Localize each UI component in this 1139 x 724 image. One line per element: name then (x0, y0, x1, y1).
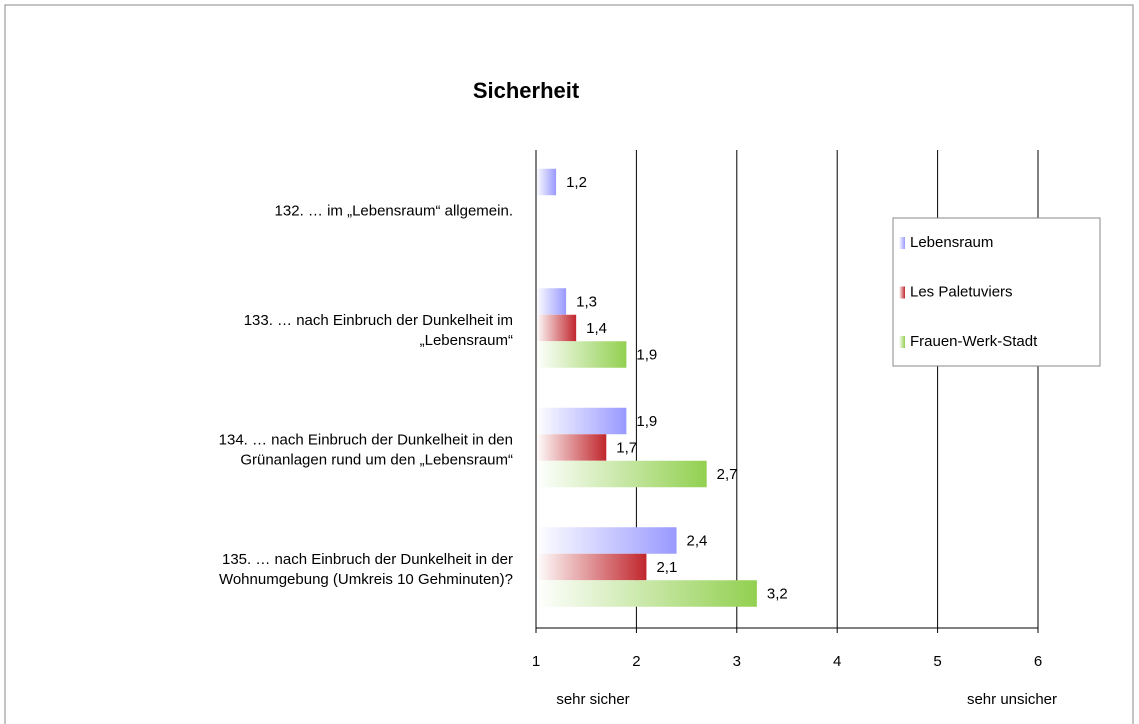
value-label: 1,7 (616, 439, 637, 456)
value-label: 3,2 (767, 585, 788, 602)
legend-label: Les Paletuviers (910, 283, 1013, 300)
x-tick-label: 1 (532, 653, 540, 670)
legend-swatch (899, 237, 905, 249)
bar (536, 168, 557, 196)
value-label: 2,4 (687, 532, 708, 549)
bar (536, 580, 757, 607)
bar (536, 314, 577, 342)
chart-title: Sicherheit (473, 78, 580, 103)
category-label: 132. … im „Lebensraum“ allgemein. (275, 203, 513, 220)
x-tick-label: 2 (632, 653, 640, 670)
bar (536, 527, 677, 554)
legend-box (892, 217, 1101, 367)
value-label: 1,4 (586, 320, 607, 337)
x-tick-label: 3 (733, 653, 741, 670)
category-label: Wohnumgebung (Umkreis 10 Gehminuten)? (219, 571, 513, 588)
frame (4, 4, 1134, 724)
value-label: 2,1 (656, 559, 677, 576)
bar (536, 288, 567, 315)
value-label: 2,7 (717, 466, 738, 483)
bar (536, 434, 607, 461)
value-label: 1,2 (566, 174, 587, 191)
category-label: Grünanlagen rund um den „Lebensraum“ (240, 452, 513, 469)
legend-label: Lebensraum (910, 234, 993, 251)
axis-annotation: sehr sicher (556, 691, 629, 708)
value-label: 1,3 (576, 293, 597, 310)
legend-label: Frauen-Werk-Stadt (910, 333, 1038, 350)
bar (536, 553, 647, 581)
legend-swatch (899, 286, 905, 299)
value-label: 1,9 (636, 413, 657, 430)
legend-swatch (899, 336, 905, 348)
category-label: „Lebensraum“ (420, 332, 513, 349)
x-tick-label: 4 (833, 653, 841, 670)
bar (536, 341, 627, 368)
category-label: 133. … nach Einbruch der Dunkelheit im (244, 312, 513, 329)
x-tick-label: 5 (933, 653, 941, 670)
category-label: 134. … nach Einbruch der Dunkelheit in d… (219, 432, 513, 449)
value-label: 1,9 (636, 346, 657, 363)
bar (536, 460, 707, 488)
axis-annotation: sehr unsicher (967, 691, 1057, 708)
bar (536, 407, 627, 435)
x-tick-label: 6 (1034, 653, 1042, 670)
category-label: 135. … nach Einbruch der Dunkelheit in d… (222, 551, 513, 568)
